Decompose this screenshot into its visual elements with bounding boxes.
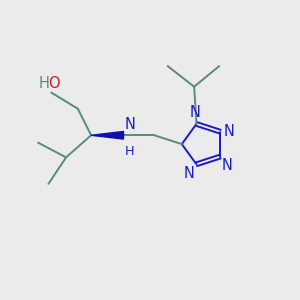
- Text: H: H: [39, 76, 50, 91]
- Text: O: O: [49, 76, 60, 91]
- Text: N: N: [125, 117, 136, 132]
- Polygon shape: [91, 131, 124, 139]
- Text: N: N: [184, 166, 195, 181]
- Text: N: N: [222, 158, 232, 173]
- Text: N: N: [224, 124, 235, 139]
- Text: H: H: [125, 145, 135, 158]
- Text: N: N: [190, 105, 200, 120]
